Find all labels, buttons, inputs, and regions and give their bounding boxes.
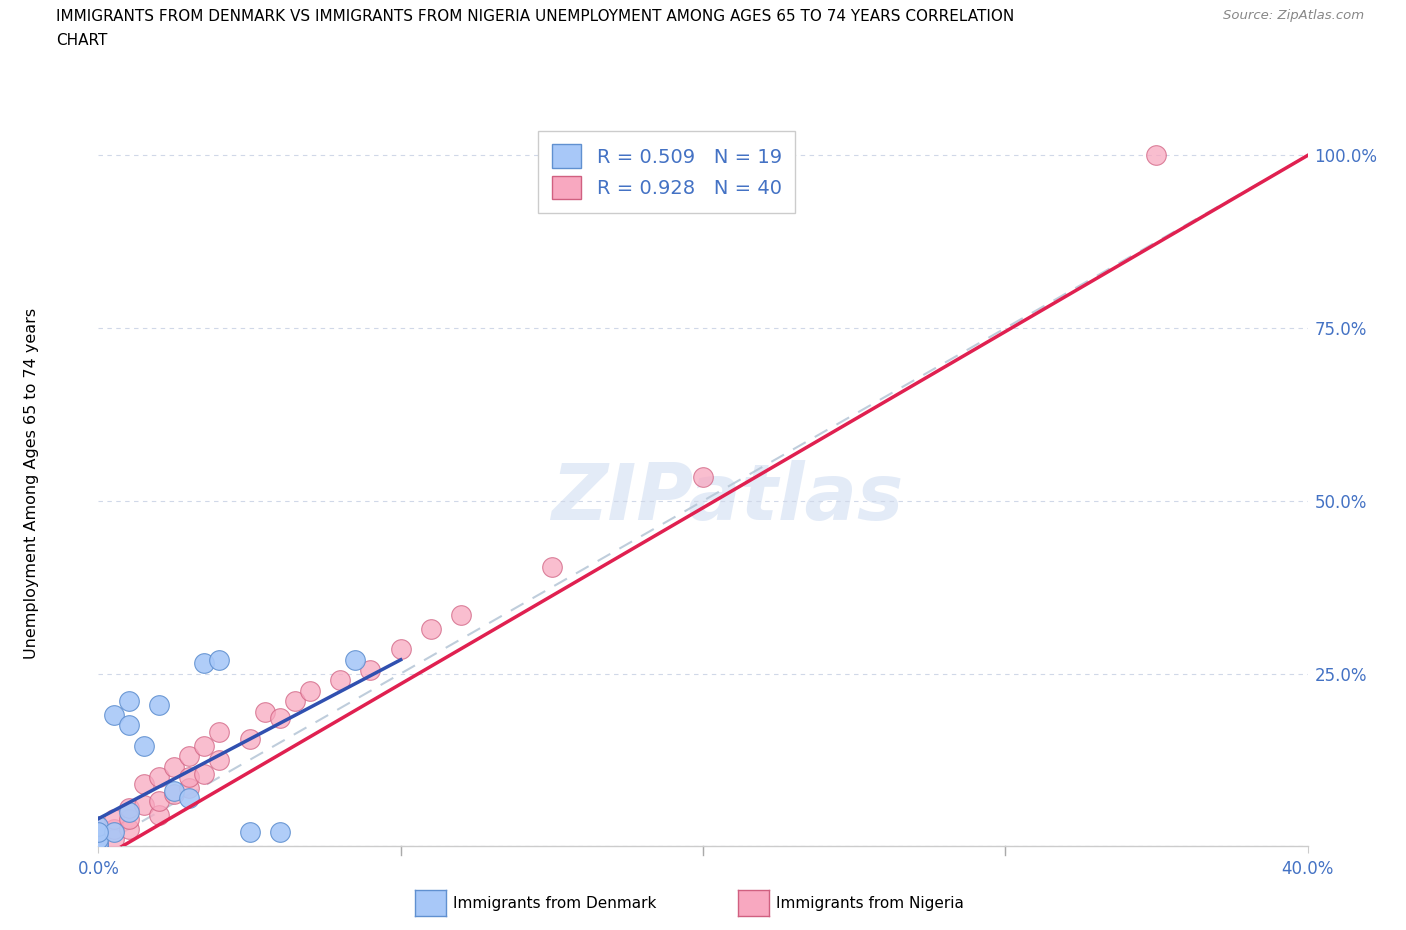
Point	[87, 835, 110, 850]
Point	[103, 825, 125, 840]
Point	[163, 787, 186, 802]
Point	[118, 694, 141, 709]
Point	[208, 752, 231, 767]
Point	[118, 718, 141, 733]
Point	[103, 821, 125, 836]
Text: Source: ZipAtlas.com: Source: ZipAtlas.com	[1223, 9, 1364, 22]
Point	[118, 821, 141, 836]
Point	[253, 704, 276, 719]
Point	[132, 777, 155, 791]
Point	[148, 770, 170, 785]
Point	[87, 832, 110, 847]
Text: CHART: CHART	[56, 33, 108, 47]
Point	[193, 738, 215, 753]
Point	[163, 760, 186, 775]
Point	[540, 559, 562, 574]
Point	[179, 790, 201, 805]
Point	[284, 694, 307, 709]
Text: Immigrants from Nigeria: Immigrants from Nigeria	[776, 896, 965, 910]
Point	[208, 724, 231, 739]
Point	[269, 711, 291, 726]
Point	[87, 839, 110, 854]
Point	[692, 470, 714, 485]
Point	[87, 839, 110, 854]
Point	[87, 835, 110, 850]
Point	[87, 818, 110, 833]
Point	[87, 839, 110, 854]
Point	[239, 825, 262, 840]
Point	[148, 808, 170, 823]
Point	[208, 652, 231, 667]
Point	[179, 770, 201, 785]
Text: Immigrants from Denmark: Immigrants from Denmark	[453, 896, 657, 910]
Point	[103, 832, 125, 847]
Point	[420, 621, 443, 636]
Point	[163, 784, 186, 799]
Point	[329, 673, 352, 688]
Point	[118, 801, 141, 816]
Point	[179, 749, 201, 764]
Text: Unemployment Among Ages 65 to 74 years: Unemployment Among Ages 65 to 74 years	[24, 308, 39, 659]
Point	[239, 732, 262, 747]
Point	[87, 818, 110, 833]
Text: ZIPatlas: ZIPatlas	[551, 460, 903, 536]
Point	[87, 825, 110, 840]
Point	[103, 811, 125, 826]
Text: IMMIGRANTS FROM DENMARK VS IMMIGRANTS FROM NIGERIA UNEMPLOYMENT AMONG AGES 65 TO: IMMIGRANTS FROM DENMARK VS IMMIGRANTS FR…	[56, 9, 1015, 24]
Point	[179, 780, 201, 795]
Point	[87, 832, 110, 847]
Point	[299, 684, 322, 698]
Point	[193, 656, 215, 671]
Point	[148, 794, 170, 809]
Point	[269, 825, 291, 840]
Point	[344, 652, 367, 667]
Point	[87, 825, 110, 840]
Point	[118, 811, 141, 826]
Point	[103, 708, 125, 723]
Point	[193, 766, 215, 781]
Point	[148, 698, 170, 712]
Legend: R = 0.509   N = 19, R = 0.928   N = 40: R = 0.509 N = 19, R = 0.928 N = 40	[538, 130, 796, 213]
Point	[1144, 148, 1167, 163]
Point	[132, 797, 155, 812]
Point	[389, 642, 412, 657]
Point	[118, 804, 141, 819]
Point	[360, 663, 382, 678]
Point	[87, 839, 110, 854]
Point	[450, 607, 472, 622]
Point	[132, 738, 155, 753]
